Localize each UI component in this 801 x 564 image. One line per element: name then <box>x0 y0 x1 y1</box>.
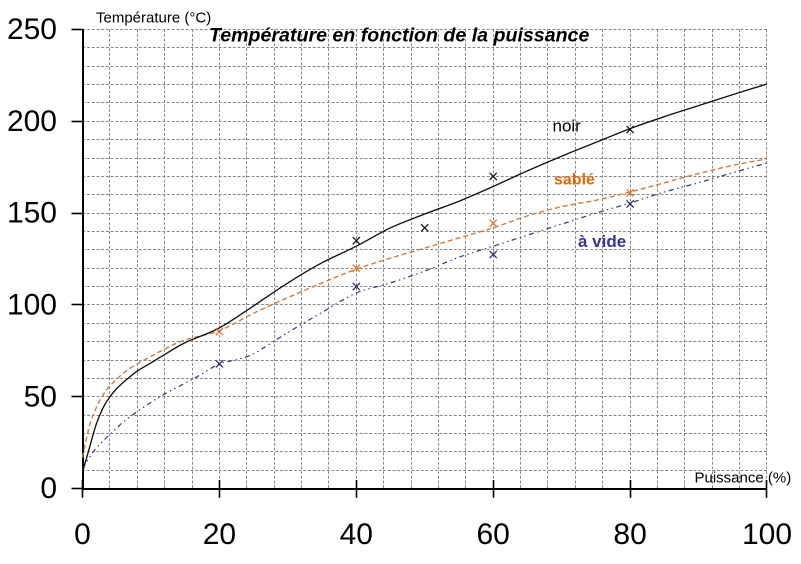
svg-text:Température (°C): Température (°C) <box>96 10 211 27</box>
svg-text:100: 100 <box>742 518 792 551</box>
svg-text:150: 150 <box>7 197 57 230</box>
svg-text:20: 20 <box>203 518 236 551</box>
svg-text:100: 100 <box>7 289 57 322</box>
svg-text:80: 80 <box>613 518 646 551</box>
svg-text:0: 0 <box>74 518 91 551</box>
svg-text:200: 200 <box>7 105 57 138</box>
svg-text:0: 0 <box>40 472 57 505</box>
svg-text:Puissance (%): Puissance (%) <box>695 469 792 486</box>
svg-text:50: 50 <box>24 380 57 413</box>
svg-text:à vide: à vide <box>578 232 626 251</box>
svg-text:60: 60 <box>477 518 510 551</box>
svg-text:noir: noir <box>553 117 582 136</box>
svg-text:250: 250 <box>7 13 57 46</box>
svg-text:Température en fonction de la: Température en fonction de la puissance <box>209 24 589 46</box>
svg-text:sablé: sablé <box>554 172 595 189</box>
svg-text:40: 40 <box>340 518 373 551</box>
